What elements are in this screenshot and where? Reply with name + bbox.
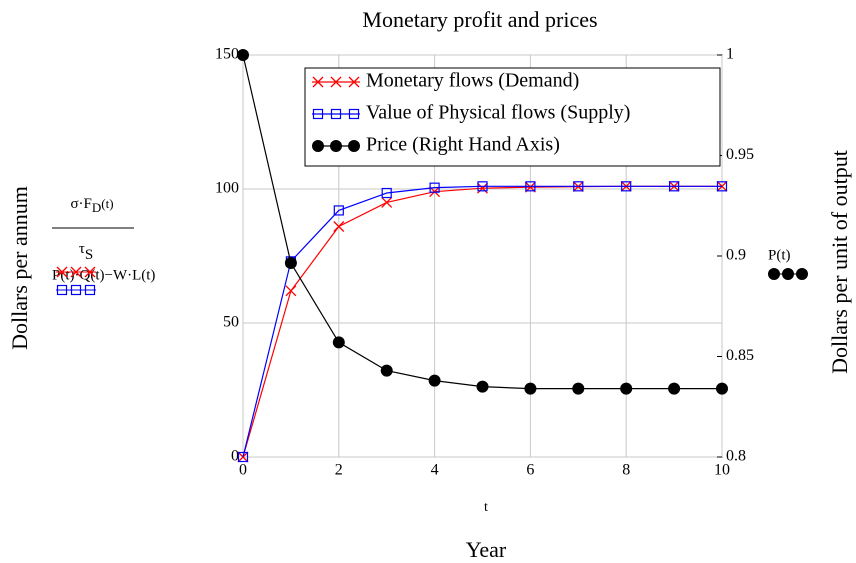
expression-marker [84, 266, 96, 278]
y-tick-label: 150 [215, 46, 239, 63]
y2-tick-label: 0.9 [726, 247, 746, 264]
legend-marker [330, 108, 342, 120]
legend-marker [312, 108, 324, 120]
data-point [381, 196, 393, 208]
x-tick-label: 10 [714, 462, 730, 479]
expression-marker [84, 284, 96, 296]
expr-part: τ [79, 241, 85, 257]
legend-marker [312, 140, 324, 152]
left-expression: P(t)·Q(t)−W·L(t) [52, 267, 155, 283]
data-point [620, 382, 633, 395]
expression-marker [70, 266, 82, 278]
left-expression: τS [79, 241, 93, 263]
data-point [573, 181, 584, 192]
data-point [428, 374, 441, 387]
expr-part: (t) [101, 196, 113, 211]
data-point [429, 182, 440, 193]
series-line [242, 185, 722, 458]
y2-tick-label: 0.85 [726, 347, 754, 364]
data-point [333, 221, 345, 232]
x-tick-label: 0 [239, 462, 247, 479]
data-point [381, 187, 392, 199]
x-axis-label: t [484, 500, 488, 515]
right-expression: P(t) [768, 247, 791, 263]
expression-marker [70, 284, 82, 296]
expression-marker [782, 268, 794, 280]
legend-marker [348, 140, 360, 152]
data-point [285, 285, 297, 297]
y2-tick-label: 1 [726, 46, 734, 63]
legend-marker [330, 140, 342, 152]
left-expression: σ·FD(t) [70, 196, 113, 215]
y-tick-label: 0 [231, 448, 239, 465]
expr-part: S [85, 247, 93, 263]
y2-tick-label: 0.95 [726, 146, 754, 163]
data-point [477, 181, 488, 192]
x-tick-label: 8 [622, 462, 630, 479]
legend-marker [348, 76, 360, 88]
chart-title: Monetary profit and prices [362, 7, 597, 32]
data-point [237, 451, 249, 463]
data-point [716, 181, 728, 192]
data-point [668, 181, 680, 192]
legend-label: Monetary flows (Demand) [366, 70, 579, 92]
legend-marker [312, 76, 324, 88]
y2-axis-label: Dollars per unit of output [827, 150, 852, 374]
expression-marker [56, 266, 68, 278]
y-tick-label: 50 [223, 314, 239, 331]
x-tick-label: 4 [431, 462, 439, 479]
legend-box [304, 67, 721, 167]
expr-part: σ·F [70, 196, 91, 212]
data-point [380, 364, 393, 377]
data-point [333, 205, 344, 216]
expression-marker [796, 268, 808, 280]
y-axis-label: Dollars per annum [7, 186, 32, 350]
data-point [524, 382, 537, 395]
data-point [476, 380, 489, 393]
expression-marker [768, 268, 780, 280]
series-line [242, 185, 722, 458]
data-point [716, 382, 728, 395]
y-tick-label: 100 [215, 180, 239, 197]
legend-label: Price (Right Hand Axis) [366, 134, 560, 156]
x-tick-label: 2 [335, 462, 343, 479]
data-point [668, 382, 681, 395]
x-axis-caption: Year [466, 537, 507, 562]
data-point [572, 382, 585, 395]
data-point [237, 49, 249, 61]
expr-part: D [92, 200, 101, 215]
x-tick-label: 6 [526, 462, 534, 479]
legend-marker [330, 76, 342, 88]
y2-tick-label: 0.8 [726, 448, 746, 465]
data-point [525, 181, 536, 192]
data-point [332, 336, 345, 349]
legend-label: Value of Physical flows (Supply) [366, 102, 630, 124]
legend-marker [348, 108, 360, 120]
data-point [284, 257, 297, 270]
expression-marker [56, 284, 68, 296]
data-point [621, 181, 632, 192]
data-point [477, 182, 488, 194]
